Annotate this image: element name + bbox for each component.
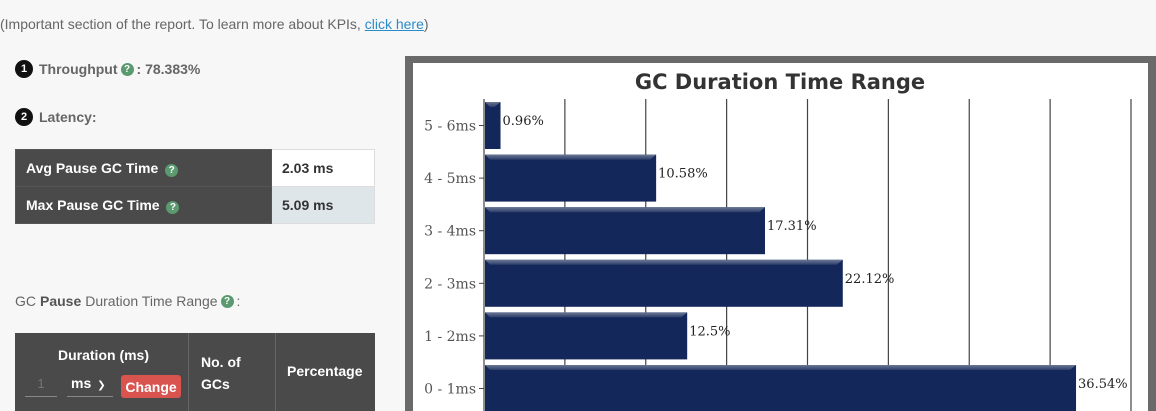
latency-kpi: 2 Latency:: [15, 108, 97, 126]
latency-table: Avg Pause GC Time ? 2.03 ms Max Pause GC…: [15, 149, 375, 224]
gc-pause-suffix: Duration Time Range: [85, 293, 218, 309]
percentage-header: Percentage: [287, 363, 363, 379]
kpi-number-badge: 2: [15, 108, 33, 126]
change-button[interactable]: Change: [121, 375, 181, 398]
chart-frame: GC Duration Time Range 5 - 6ms 0.96% 4 - 5m…: [405, 56, 1156, 411]
gc-count-header-line2: GCs: [201, 376, 230, 392]
bar-bevel: [485, 207, 765, 213]
data-label: 36.54%: [1078, 377, 1128, 392]
throughput-kpi: 1 Throughput ? : 78.383%: [15, 60, 200, 78]
avg-pause-label-cell: Avg Pause GC Time ?: [15, 149, 272, 187]
gc-pause-title: GC Pause Duration Time Range ?:: [15, 293, 240, 309]
avg-pause-value: 2.03 ms: [271, 149, 375, 187]
avg-pause-label: Avg Pause GC Time: [26, 159, 159, 176]
gc-pause-colon: :: [236, 293, 241, 309]
gc-pause-prefix: GC: [15, 293, 36, 309]
gc-pause-bold: Pause: [40, 293, 82, 309]
percentage-column: Percentage: [276, 333, 375, 411]
gc-count-column: No. of GCs: [189, 333, 276, 411]
unit-select[interactable]: ms ❯: [67, 371, 113, 397]
data-label: 22.12%: [845, 272, 895, 287]
max-pause-value: 5.09 ms: [271, 186, 375, 224]
data-label: 0.96%: [503, 114, 544, 129]
bar-bevel: [485, 365, 1077, 370]
question-circle-icon[interactable]: ?: [166, 200, 180, 214]
gc-count-header-line1: No. of: [201, 354, 241, 370]
bar: [485, 259, 843, 307]
throughput-label: Throughput: [39, 61, 118, 77]
duration-column: Duration (ms) ms ❯ Change: [15, 333, 189, 411]
tick-label: 4 - 5ms: [424, 171, 476, 187]
tick-label: 5 - 6ms: [424, 119, 476, 135]
gc-count-header: No. of GCs: [201, 351, 241, 395]
intro-text: (Important section of the report. To lea…: [0, 16, 365, 32]
tick-label: 0 - 1ms: [424, 382, 476, 398]
question-circle-icon[interactable]: ?: [220, 294, 234, 308]
data-label: 12.5%: [689, 324, 730, 339]
tick-label: 3 - 4ms: [424, 224, 476, 240]
duration-step-input[interactable]: [25, 371, 57, 397]
chevron-down-icon: ❯: [97, 380, 106, 391]
bar-bevel: [485, 312, 688, 318]
bar-bevel: [485, 259, 843, 265]
latency-label: Latency:: [39, 109, 97, 125]
question-circle-icon[interactable]: ?: [120, 62, 134, 76]
bar-bevel: [485, 154, 657, 160]
table-row: Max Pause GC Time ? 5.09 ms: [15, 186, 375, 224]
bar: [485, 102, 501, 149]
kpi-help-link[interactable]: click here: [364, 16, 424, 32]
bar: [485, 365, 1077, 411]
tick-label: 2 - 3ms: [424, 276, 476, 292]
duration-header: Duration (ms): [58, 347, 149, 363]
gc-duration-chart: GC Duration Time Range 5 - 6ms 0.96% 4 - 5m…: [424, 70, 1132, 411]
chart-panel: GC Duration Time Range 5 - 6ms 0.96% 4 - 5m…: [413, 63, 1148, 411]
question-circle-icon[interactable]: ?: [165, 163, 179, 177]
data-label: 17.31%: [767, 219, 817, 234]
data-label: 10.58%: [658, 167, 708, 182]
unit-select-value: ms: [71, 375, 92, 391]
kpi-intro-text: (Important section of the report. To lea…: [0, 16, 429, 32]
max-pause-label: Max Pause GC Time: [26, 196, 160, 213]
throughput-value: : 78.383%: [136, 61, 201, 77]
intro-suffix: ): [423, 16, 429, 32]
bar: [485, 207, 765, 255]
table-row: Avg Pause GC Time ? 2.03 ms: [15, 149, 375, 187]
duration-table-header: Duration (ms) ms ❯ Change No. of GCs Perce…: [15, 333, 375, 411]
bar: [485, 154, 657, 202]
chart-title: GC Duration Time Range: [635, 70, 925, 94]
max-pause-label-cell: Max Pause GC Time ?: [15, 186, 272, 224]
tick-label: 1 - 2ms: [424, 329, 476, 345]
bar-bevel: [485, 102, 501, 107]
kpi-number-badge: 1: [15, 60, 33, 78]
bar: [485, 312, 688, 360]
